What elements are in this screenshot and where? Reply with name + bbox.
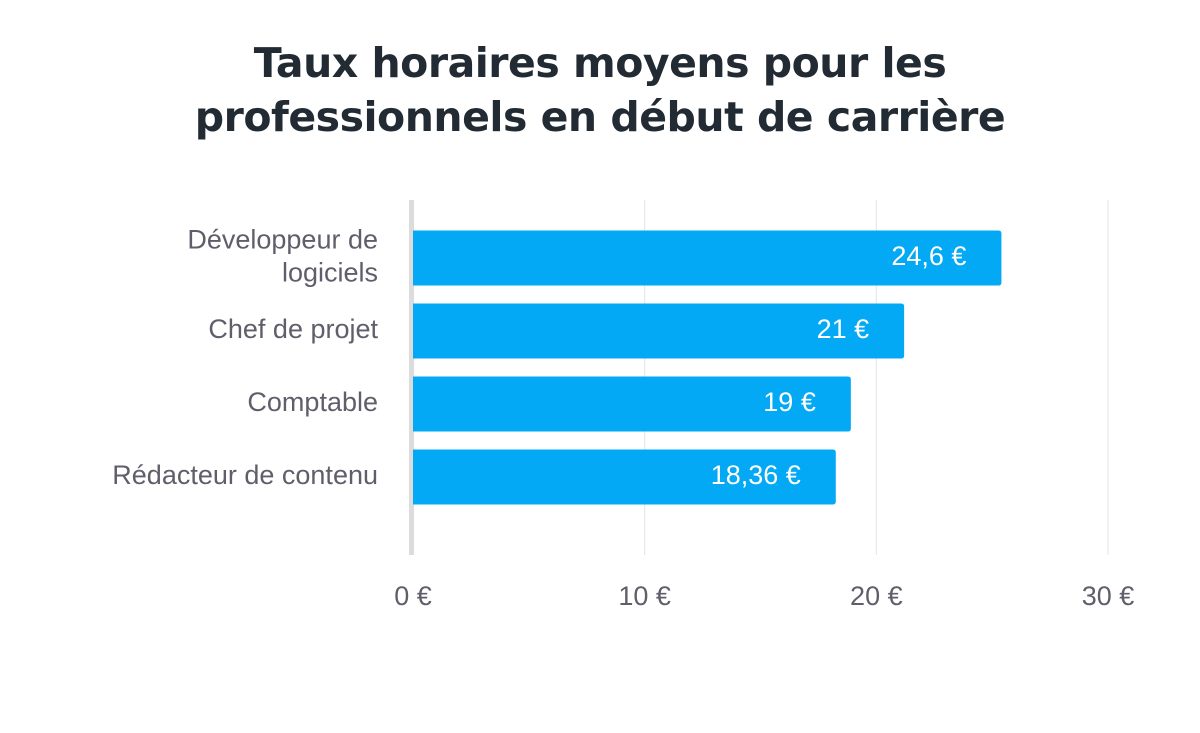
chart-title: Taux horaires moyens pour les profession… bbox=[0, 36, 1200, 144]
chart-title-line-1: Taux horaires moyens pour les bbox=[253, 39, 947, 87]
y-axis-line bbox=[409, 200, 414, 555]
bar-0 bbox=[413, 230, 1002, 286]
x-tick-label-20: 20 € bbox=[850, 581, 903, 611]
bar-value-label-2: 19 € bbox=[763, 387, 816, 417]
x-tick-label-10: 10 € bbox=[618, 581, 671, 611]
category-label-0-1: logiciels bbox=[282, 258, 378, 288]
category-label-2-0: Comptable bbox=[247, 387, 378, 417]
category-label-0-0: Développeur de bbox=[187, 225, 378, 255]
bar-value-label-3: 18,36 € bbox=[711, 460, 801, 490]
x-tick-label-30: 30 € bbox=[1082, 581, 1135, 611]
bar-2 bbox=[413, 376, 851, 432]
bar-value-label-1: 21 € bbox=[817, 314, 870, 344]
bar-value-label-0: 24,6 € bbox=[891, 241, 966, 271]
bar-1 bbox=[413, 303, 905, 359]
category-label-3-0: Rédacteur de contenu bbox=[112, 460, 378, 490]
chart-title-line-2: professionnels en début de carrière bbox=[194, 93, 1006, 141]
category-label-1-0: Chef de projet bbox=[208, 314, 378, 344]
x-tick-label-0: 0 € bbox=[394, 581, 432, 611]
bar-3 bbox=[413, 449, 836, 505]
